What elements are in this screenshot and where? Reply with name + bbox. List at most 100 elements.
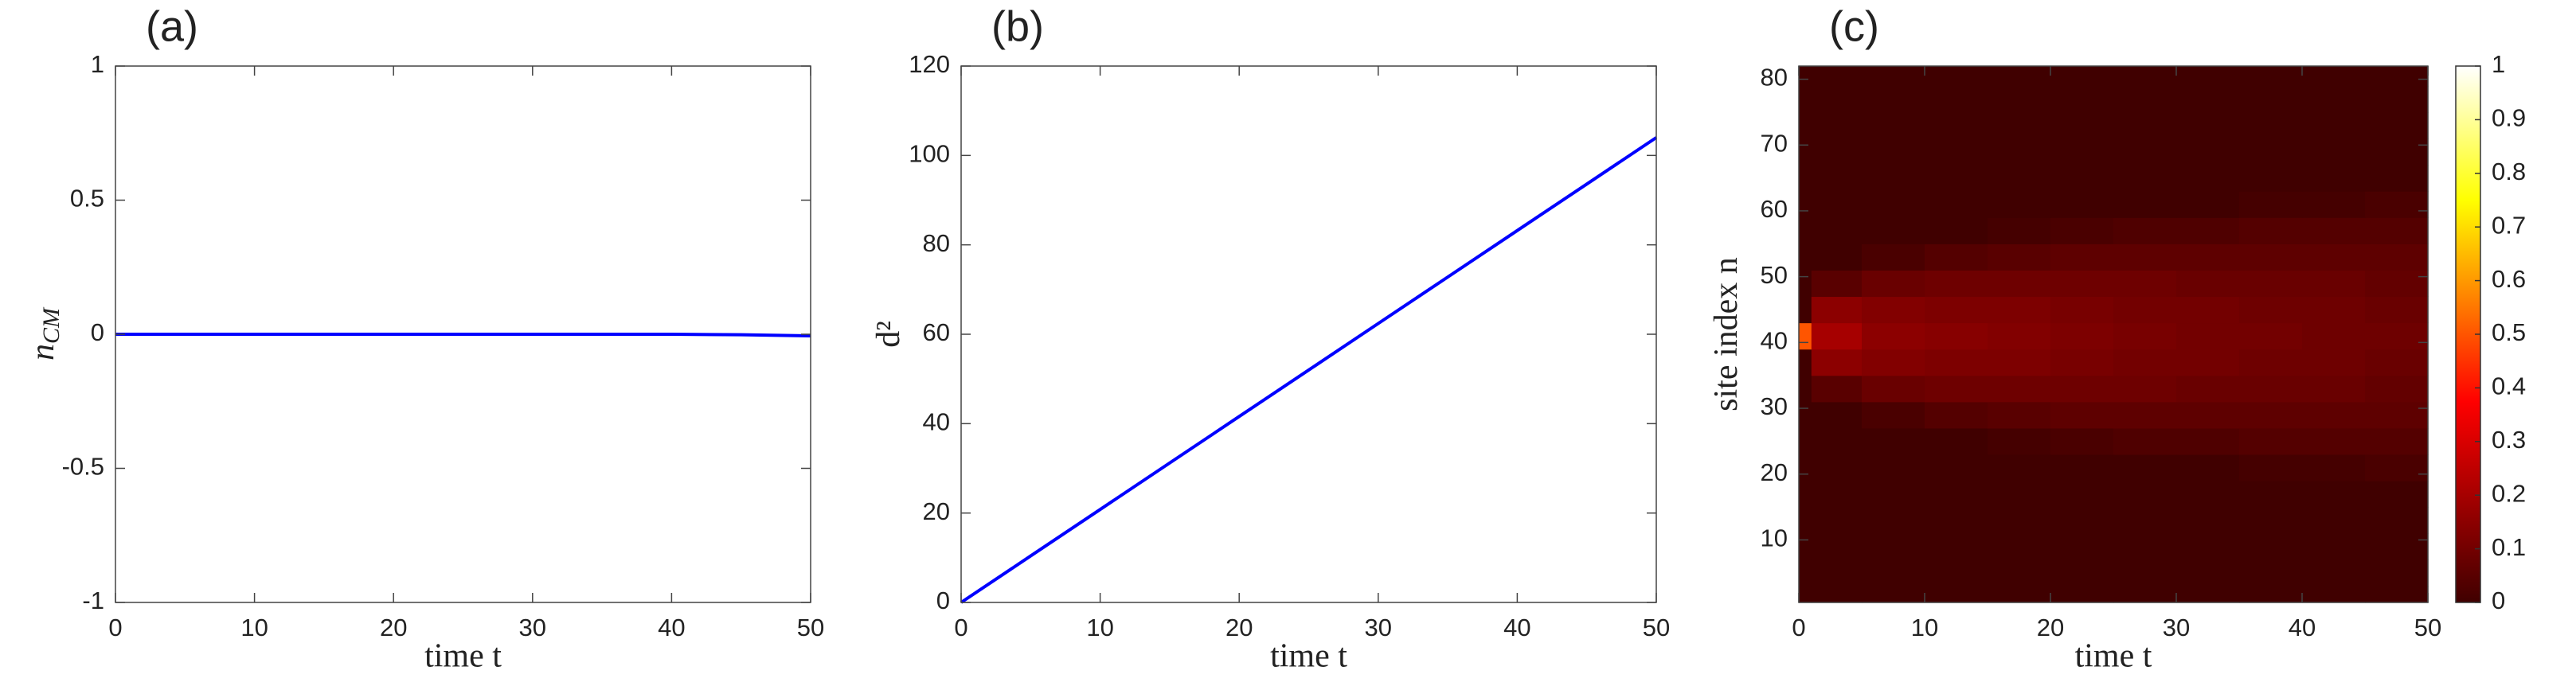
- y-tick-label: 50: [1761, 261, 1788, 289]
- heatmap-cell: [2365, 401, 2429, 429]
- heatmap-cell: [2239, 559, 2303, 587]
- heatmap-cell: [2239, 586, 2303, 603]
- heatmap-cell: [1925, 244, 1988, 271]
- heatmap-cell: [1811, 427, 1863, 455]
- colorbar-tick-label: 1: [2492, 50, 2505, 78]
- x-tick-label: 10: [240, 614, 268, 641]
- panel-label: (c): [1829, 2, 1879, 50]
- heatmap-cell: [1862, 191, 1925, 218]
- heatmap-cell: [2176, 559, 2240, 587]
- colorbar-tick-label: 0.3: [2492, 426, 2526, 454]
- x-axis-label: time t: [424, 638, 502, 675]
- heatmap-cell: [1811, 270, 1863, 298]
- heatmap-cell: [1799, 191, 1812, 218]
- heatmap-cell: [2302, 375, 2366, 403]
- heatmap-cell: [1799, 322, 1812, 350]
- heatmap-cell: [2302, 507, 2366, 534]
- heatmap-cell: [2176, 375, 2240, 403]
- heatmap-cell: [1811, 454, 1863, 481]
- heatmap-cell: [2050, 244, 2114, 271]
- heatmap-cell: [1862, 507, 1925, 534]
- heatmap-cell: [1988, 165, 2051, 192]
- heatmap-cell: [1811, 138, 1863, 166]
- heatmap-cell: [2050, 507, 2114, 534]
- heatmap-cell: [2050, 454, 2114, 481]
- heatmap-cell: [2050, 66, 2114, 87]
- heatmap-cell: [2302, 559, 2366, 587]
- heatmap-cell: [1811, 191, 1863, 218]
- heatmap-cell: [1862, 533, 1925, 560]
- heatmap-cell: [1988, 586, 2051, 603]
- y-tick-label: 0.5: [70, 185, 104, 212]
- heatmap-cell: [1862, 427, 1925, 455]
- heatmap-cell: [1862, 165, 1925, 192]
- heatmap-cell: [2113, 427, 2177, 455]
- x-tick-label: 40: [1503, 614, 1530, 641]
- heatmap-cell: [2365, 375, 2429, 403]
- heatmap-cell: [1811, 111, 1863, 139]
- heatmap-cell: [2176, 165, 2240, 192]
- heatmap-cell: [1925, 322, 1988, 350]
- heatmap-cell: [1988, 66, 2051, 87]
- colorbar-tick-label: 0: [2492, 587, 2505, 614]
- heatmap-cell: [2239, 244, 2303, 271]
- heatmap-cell: [1811, 296, 1863, 324]
- heatmap-cell: [2365, 138, 2429, 166]
- heatmap-cell: [2365, 244, 2429, 271]
- heatmap-cell: [1925, 296, 1988, 324]
- y-tick-label: 80: [923, 229, 950, 257]
- heatmap-cell: [2176, 244, 2240, 271]
- heatmap-cell: [2365, 217, 2429, 244]
- heatmap-cell: [2365, 533, 2429, 560]
- heatmap-cell: [2113, 217, 2177, 244]
- heatmap-cell: [2302, 296, 2366, 324]
- x-tick-label: 30: [2163, 614, 2190, 641]
- heatmap-cell: [2239, 454, 2303, 481]
- heatmap-cell: [2365, 322, 2429, 350]
- heatmap-cell: [1799, 349, 1812, 376]
- x-tick-label: 20: [380, 614, 407, 641]
- heatmap-cell: [2176, 217, 2240, 244]
- heatmap-cell: [2050, 533, 2114, 560]
- y-tick-label: 120: [909, 50, 950, 78]
- x-tick-label: 0: [1792, 614, 1805, 641]
- heatmap-cell: [2113, 165, 2177, 192]
- y-tick-label: 1: [91, 50, 104, 78]
- heatmap-cell: [2176, 191, 2240, 218]
- heatmap-cell: [2365, 481, 2429, 508]
- heatmap-cell: [1925, 349, 1988, 376]
- heatmap-cell: [2050, 111, 2114, 139]
- heatmap-cell: [1862, 454, 1925, 481]
- heatmap-cell: [1811, 217, 1863, 244]
- heatmap-cell: [1799, 85, 1812, 113]
- heatmap-cell: [1988, 111, 2051, 139]
- y-tick-label: 40: [1761, 327, 1788, 355]
- heatmap-cell: [1862, 244, 1925, 271]
- heatmap-cell: [2239, 401, 2303, 429]
- heatmap-cell: [2365, 586, 2429, 603]
- y-tick-label: 40: [923, 408, 950, 436]
- heatmap-cell: [1811, 586, 1863, 603]
- heatmap-cell: [1862, 375, 1925, 403]
- heatmap-cell: [1811, 401, 1863, 429]
- heatmap-cell: [2365, 454, 2429, 481]
- heatmap-cell: [2176, 533, 2240, 560]
- heatmap-cell: [2239, 270, 2303, 298]
- heatmap-cell: [2113, 454, 2177, 481]
- heatmap-cell: [2113, 244, 2177, 271]
- colorbar-tick-label: 0.7: [2492, 211, 2526, 239]
- heatmap-cell: [1988, 559, 2051, 587]
- heatmap-cell: [1925, 191, 1988, 218]
- y-tick-label: 0: [936, 587, 950, 614]
- y-tick-label: -1: [82, 587, 104, 614]
- heatmap-cell: [2176, 322, 2240, 350]
- x-tick-label: 0: [108, 614, 122, 641]
- heatmap-cell: [2113, 349, 2177, 376]
- heatmap-cell: [2365, 66, 2429, 87]
- heatmap-cell: [1799, 427, 1812, 455]
- heatmap-cell: [1925, 85, 1988, 113]
- x-axis-label: time t: [1270, 638, 1347, 675]
- heatmap-cell: [1862, 111, 1925, 139]
- heatmap-cell: [2302, 349, 2366, 376]
- heatmap-cell: [1862, 270, 1925, 298]
